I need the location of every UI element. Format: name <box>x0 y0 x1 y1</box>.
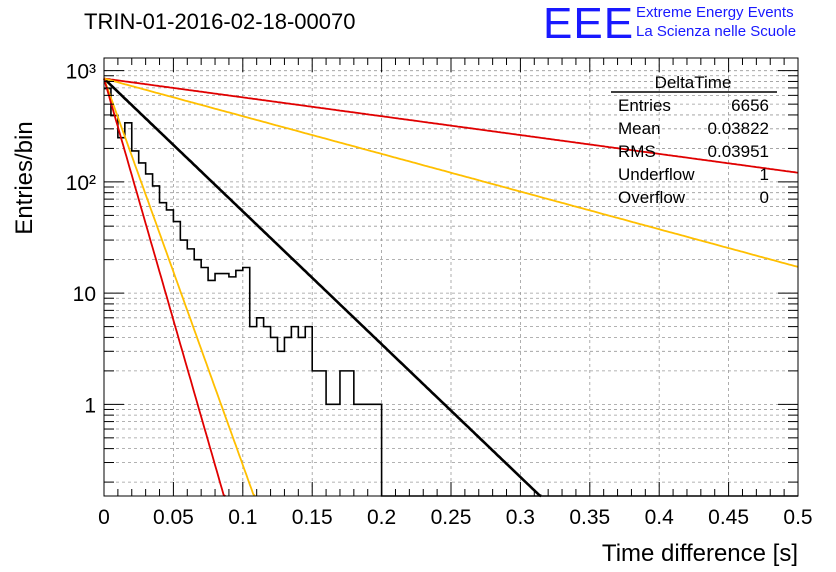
x-tick-label: 0.25 <box>431 506 472 529</box>
y-tick-label: 10² <box>66 172 96 195</box>
stats-value: 0 <box>760 188 769 207</box>
stats-label: Overflow <box>618 188 686 207</box>
x-tick-label: 0.15 <box>292 506 333 529</box>
eee-logo: EEE <box>543 0 635 48</box>
x-tick-label: 0 <box>98 506 110 529</box>
stats-rows: Entries 6656 Mean 0.03822 RMS 0.03951 Underflo… <box>618 96 769 207</box>
x-tick-label: 0.4 <box>645 506 675 529</box>
y-tick-label: 1 <box>84 394 96 417</box>
x-tick-label: 0.2 <box>367 506 396 529</box>
x-tick-label: 0.3 <box>506 506 535 529</box>
x-axis-label: Time difference [s] <box>602 540 798 567</box>
x-tick-label: 0.35 <box>569 506 610 529</box>
org-name-line2: La Scienza nelle Scuole <box>636 23 797 40</box>
curve-orange <box>103 78 256 497</box>
curve-red <box>103 78 226 497</box>
stats-label: Entries <box>618 96 671 115</box>
stats-label: Underflow <box>618 165 695 184</box>
stats-title: DeltaTime <box>655 73 732 92</box>
fit-curves <box>103 77 799 498</box>
org-name-line1: Extreme Energy Events <box>636 4 794 21</box>
stats-value: 6656 <box>731 96 769 115</box>
axis-ticks <box>103 58 799 496</box>
stats-value: 0.03822 <box>708 119 769 138</box>
grid <box>103 58 799 496</box>
x-tick-labels: 0 0.05 0.1 0.15 0.2 0.25 0.3 0.35 0.4 0.45 0.5 <box>98 506 812 529</box>
y-tick-labels: 1 10 10² 10³ <box>66 61 96 418</box>
x-tick-label: 0.5 <box>783 506 812 529</box>
curve-black <box>103 77 542 498</box>
run-title: TRIN-01-2016-02-18-00070 <box>84 9 356 34</box>
x-tick-label: 0.1 <box>228 506 257 529</box>
curve-orange <box>103 77 799 268</box>
y-tick-label: 10³ <box>66 61 96 84</box>
x-tick-label: 0.45 <box>708 506 749 529</box>
stats-value: 1 <box>760 165 769 184</box>
y-axis-label: Entries/bin <box>11 121 38 234</box>
stats-box: DeltaTime Entries 6656 Mean 0.03822 RMS 0.039… <box>611 73 777 207</box>
eee-brand: EEE Extreme Energy Events La Scienza nel… <box>543 2 833 46</box>
x-tick-label: 0.05 <box>153 506 194 529</box>
y-tick-label: 10 <box>73 283 96 306</box>
stats-label: RMS <box>618 142 656 161</box>
stats-label: Mean <box>618 119 661 138</box>
stats-value: 0.03951 <box>708 142 769 161</box>
curve-red <box>103 77 799 174</box>
